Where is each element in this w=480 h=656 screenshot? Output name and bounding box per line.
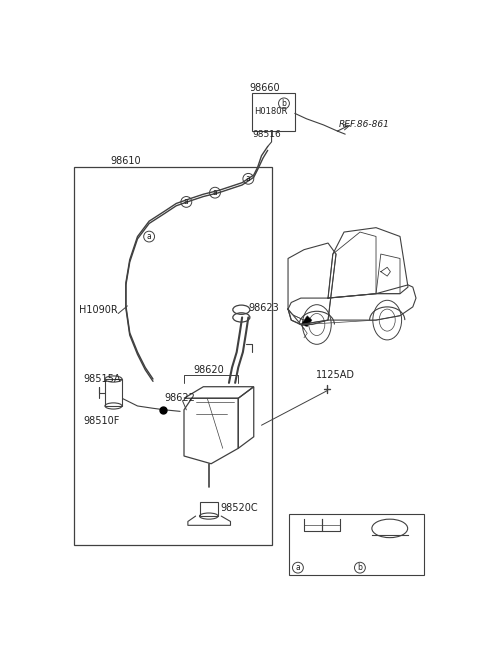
Text: REF.86-861: REF.86-861 (339, 121, 390, 129)
Text: a: a (213, 188, 217, 197)
Text: b: b (358, 563, 362, 572)
Text: a: a (246, 174, 251, 183)
Text: 98620: 98620 (193, 365, 224, 375)
Text: 98653: 98653 (306, 563, 337, 573)
Text: 98515A: 98515A (83, 374, 121, 384)
Text: a: a (147, 232, 152, 241)
Text: 98516: 98516 (252, 130, 281, 138)
Text: a: a (296, 563, 300, 572)
Text: 98622: 98622 (165, 393, 195, 403)
Text: 98520C: 98520C (220, 503, 258, 514)
Text: b: b (282, 99, 287, 108)
Text: 98660: 98660 (249, 83, 280, 93)
Bar (200, 502, 218, 516)
Bar (252, 92, 295, 131)
Text: H1090R: H1090R (79, 305, 118, 315)
Bar (288, 514, 424, 575)
Text: H0180R: H0180R (254, 108, 288, 116)
Text: 98623: 98623 (248, 303, 279, 313)
Text: 98661G: 98661G (369, 563, 407, 573)
Bar (105, 379, 122, 406)
Bar (74, 167, 272, 544)
Text: 98510F: 98510F (83, 417, 120, 426)
Text: 98610: 98610 (110, 156, 141, 166)
Text: 1125AD: 1125AD (316, 370, 355, 380)
Text: a: a (184, 197, 189, 207)
